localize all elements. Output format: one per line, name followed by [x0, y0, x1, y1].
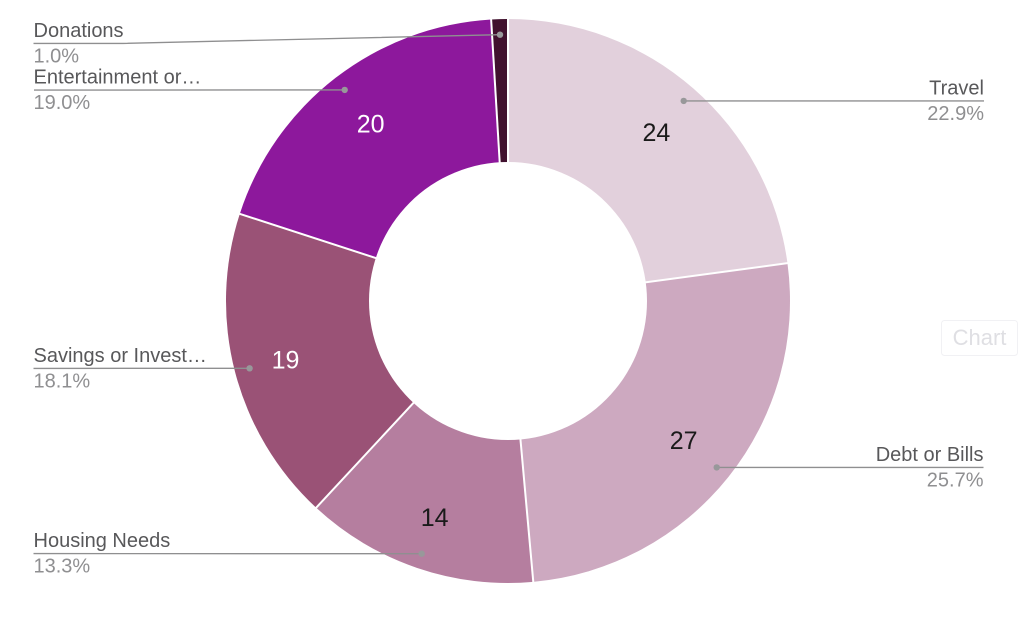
- svg-text:Travel: Travel: [929, 78, 984, 100]
- svg-text:Debt or Bills: Debt or Bills: [876, 444, 984, 466]
- svg-text:20: 20: [357, 110, 385, 138]
- svg-text:27: 27: [670, 427, 698, 455]
- svg-text:14: 14: [421, 504, 449, 532]
- svg-text:Housing Needs: Housing Needs: [34, 530, 171, 552]
- svg-text:22.9%: 22.9%: [927, 103, 984, 125]
- svg-text:19.0%: 19.0%: [34, 92, 91, 114]
- svg-text:Chart: Chart: [953, 325, 1007, 350]
- svg-text:Savings or Invest…: Savings or Invest…: [34, 345, 207, 367]
- svg-text:Donations: Donations: [34, 20, 124, 42]
- svg-text:24: 24: [642, 119, 670, 147]
- svg-text:Entertainment or…: Entertainment or…: [34, 67, 202, 89]
- svg-text:19: 19: [272, 347, 300, 375]
- svg-text:13.3%: 13.3%: [34, 556, 91, 578]
- svg-text:25.7%: 25.7%: [927, 469, 984, 491]
- svg-text:18.1%: 18.1%: [34, 371, 91, 393]
- svg-text:1.0%: 1.0%: [34, 45, 80, 67]
